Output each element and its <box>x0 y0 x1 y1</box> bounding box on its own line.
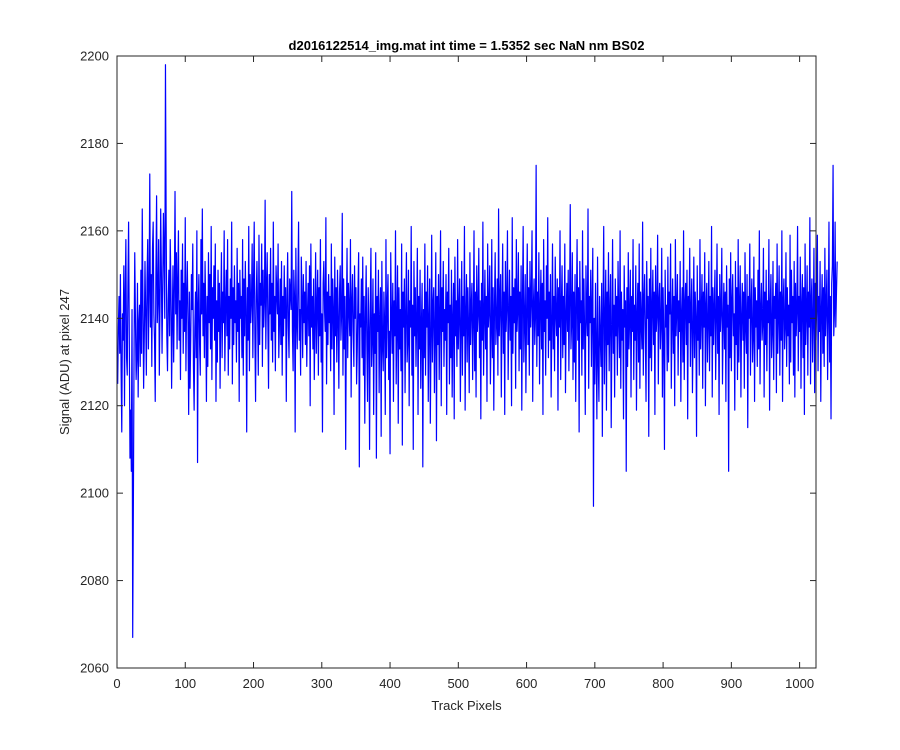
y-tick-label: 2100 <box>80 486 109 501</box>
y-tick-label: 2060 <box>80 661 109 676</box>
y-tick-label: 2140 <box>80 311 109 326</box>
y-tick-label: 2180 <box>80 136 109 151</box>
x-tick-label: 400 <box>379 676 401 691</box>
x-tick-label: 900 <box>721 676 743 691</box>
series-line <box>117 64 838 639</box>
x-tick-label: 800 <box>652 676 674 691</box>
x-tick-label: 700 <box>584 676 606 691</box>
y-tick-label: 2080 <box>80 573 109 588</box>
x-tick-label: 100 <box>174 676 196 691</box>
data-layer <box>117 64 838 639</box>
x-tick-label: 0 <box>113 676 120 691</box>
y-tick-label: 2160 <box>80 223 109 238</box>
y-tick-label: 2120 <box>80 398 109 413</box>
x-tick-label: 1000 <box>785 676 814 691</box>
x-tick-label: 600 <box>516 676 538 691</box>
x-tick-label: 500 <box>447 676 469 691</box>
axes-box <box>116 55 817 669</box>
plot-area <box>117 56 816 668</box>
y-tick-label: 2200 <box>80 49 109 64</box>
y-axis-label: Signal (ADU) at pixel 247 <box>57 289 72 435</box>
chart-title: d2016122514_img.mat int time = 1.5352 se… <box>289 38 645 53</box>
x-tick-label: 300 <box>311 676 333 691</box>
x-axis-label: Track Pixels <box>431 698 502 713</box>
ticks-layer: 0 100 200 300 400 500 600 700 800 900 1000 2060 2080… <box>80 49 816 691</box>
x-tick-label: 200 <box>243 676 265 691</box>
